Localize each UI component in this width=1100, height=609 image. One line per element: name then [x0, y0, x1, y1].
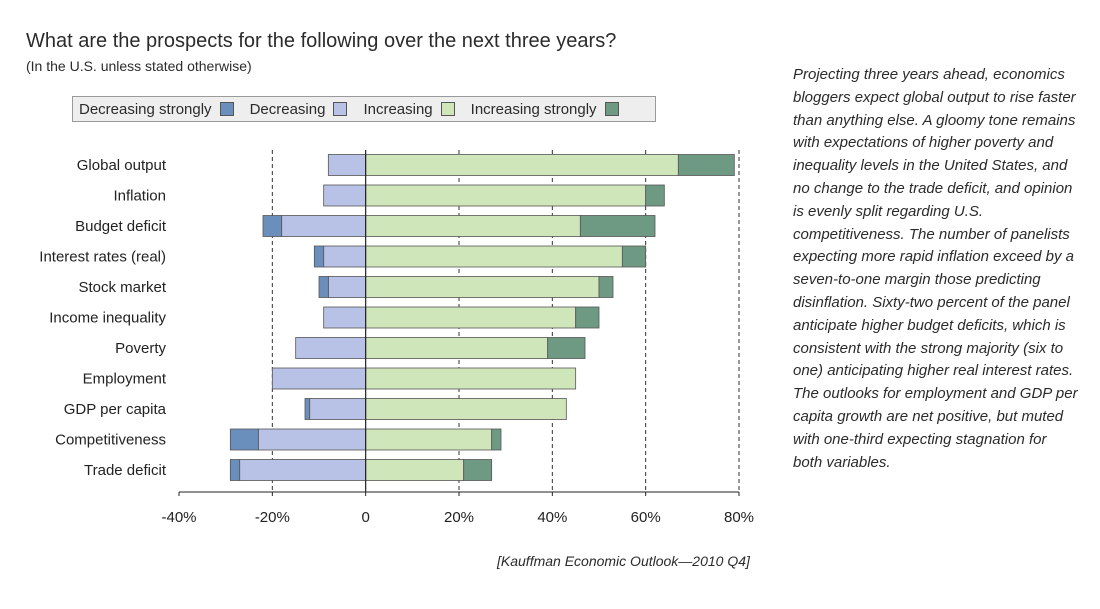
legend-item-decreasing-strongly: Decreasing strongly — [79, 101, 234, 118]
bar-segment — [262, 215, 283, 237]
legend-item-increasing-strongly: Increasing strongly — [471, 101, 619, 118]
legend-label: Decreasing — [249, 100, 326, 118]
bar-segment — [239, 459, 367, 481]
legend-item-increasing: Increasing — [363, 100, 455, 118]
legend-label: Increasing — [363, 100, 433, 118]
bar-segment — [313, 245, 325, 268]
bar-segment — [327, 154, 367, 176]
bar-segment — [621, 245, 647, 268]
category-label: Budget deficit — [75, 218, 167, 235]
bar-segment — [281, 215, 367, 237]
chart-subtitle: (In the U.S. unless stated otherwise) — [26, 58, 252, 74]
category-label: Trade deficit — [84, 462, 167, 479]
bar-segment — [365, 367, 577, 390]
bar-segment — [365, 245, 623, 268]
bar-segment — [365, 276, 600, 298]
bar-segment — [365, 306, 577, 329]
bar-segment — [323, 306, 367, 329]
category-label: Stock market — [78, 279, 166, 296]
bar-segment — [318, 276, 329, 298]
x-tick-label: 0 — [361, 509, 369, 526]
bar-segment — [271, 367, 367, 390]
bar-segment — [229, 459, 241, 481]
bar-segment — [323, 245, 367, 268]
x-tick-label: 80% — [724, 509, 754, 526]
commentary-text: Projecting three years ahead, economics … — [793, 66, 1078, 471]
legend-label: Increasing strongly — [470, 100, 597, 118]
bar-segment — [309, 398, 367, 420]
bar-segment — [645, 184, 665, 207]
category-label: Income inequality — [49, 310, 166, 327]
source-citation: [Kauffman Economic Outlook—2010 Q4] — [497, 553, 750, 569]
category-label: Interest rates (real) — [39, 249, 166, 266]
bar-segment — [598, 276, 614, 298]
chart-title: What are the prospects for the following… — [26, 30, 617, 52]
x-tick-label: 20% — [444, 509, 474, 526]
bar-segment — [579, 215, 656, 237]
category-label: Global output — [77, 157, 167, 174]
bar-segment — [365, 215, 581, 237]
legend-label: Decreasing strongly — [79, 100, 212, 118]
legend-swatch — [604, 102, 619, 116]
bar-segment — [327, 276, 367, 298]
x-tick-label: -40% — [161, 509, 196, 526]
bar-segment — [365, 398, 567, 420]
bar-segment — [304, 398, 311, 420]
bar-segment — [575, 306, 600, 329]
bar-segment — [463, 459, 493, 481]
chart-legend: Decreasing strongly Decreasing Increasin… — [72, 96, 656, 122]
legend-item-decreasing: Decreasing — [250, 101, 348, 118]
category-label: Poverty — [115, 340, 166, 357]
bar-segment — [491, 428, 502, 451]
bar-segment — [365, 337, 549, 359]
bar-segment — [257, 428, 367, 451]
bar-segment — [365, 428, 493, 451]
legend-swatch — [333, 102, 348, 116]
bar-segment — [677, 154, 735, 176]
x-tick-label: 60% — [631, 509, 661, 526]
x-tick-label: 40% — [537, 509, 567, 526]
bar-segment — [365, 184, 647, 207]
x-tick-label: -20% — [255, 509, 290, 526]
bar-segment — [365, 154, 679, 176]
bar-segment — [295, 337, 367, 359]
bar-segment — [323, 184, 367, 207]
bar-segment — [229, 428, 259, 451]
category-label: Competitiveness — [55, 432, 166, 449]
legend-swatch — [219, 102, 234, 116]
bar-segment — [547, 337, 586, 359]
category-label: GDP per capita — [64, 401, 167, 418]
diverging-bar-chart: Global output Inflation Budget deficit Inte… — [39, 150, 754, 526]
legend-swatch — [440, 102, 455, 116]
category-label: Employment — [83, 371, 167, 388]
category-label: Inflation — [113, 188, 166, 205]
bar-segment — [365, 459, 465, 481]
